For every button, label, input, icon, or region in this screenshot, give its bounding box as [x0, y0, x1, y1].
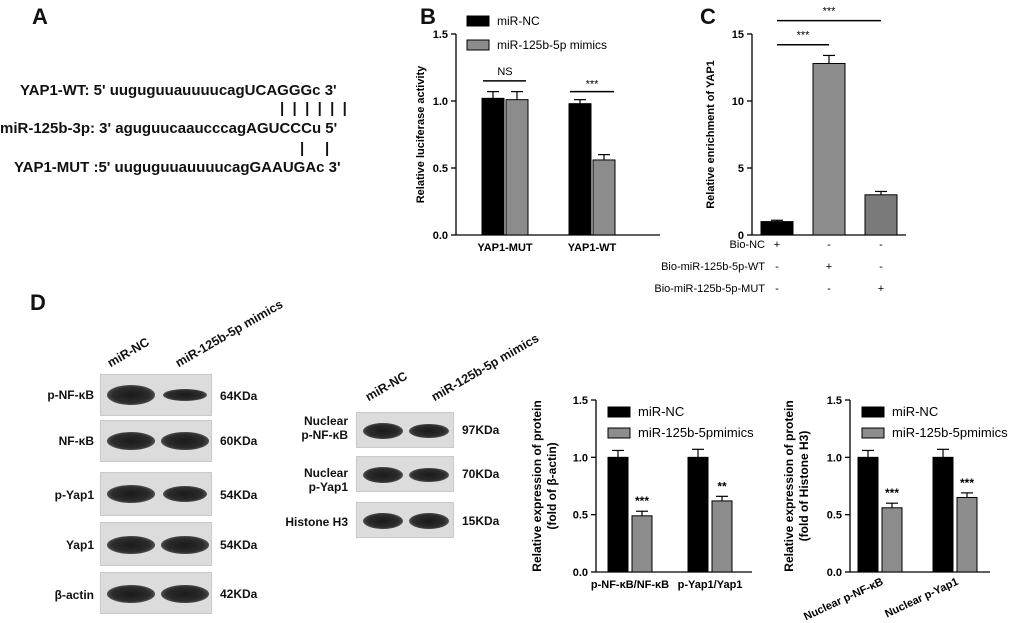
legend-label: miR-125b-5pmimics [638, 425, 754, 440]
y-axis-label: Relative enrichment of YAP1 [705, 60, 717, 209]
legend-swatch [466, 15, 490, 27]
condition-row-label: Bio-miR-125b-5p-MUT [654, 283, 765, 295]
bar [760, 221, 794, 236]
bar [932, 456, 954, 573]
bar [864, 194, 898, 236]
significance-label: *** [823, 6, 837, 18]
condition-mark: + [774, 239, 780, 251]
legend-label: miR-NC [497, 14, 540, 28]
y-tick-label: 1.0 [573, 452, 588, 464]
legend-label: miR-125b-5p mimics [497, 38, 607, 52]
y-tick-label: 0.5 [827, 510, 842, 522]
x-tick-label: p-Yap1/Yap1 [678, 579, 743, 591]
mir-125b-3p-sequence: miR-125b-3p: 3' aguguucaaucccagAGUCCCu 5… [0, 120, 338, 137]
significance-label: NS [497, 66, 512, 78]
condition-mark: - [827, 239, 831, 251]
x-tick-label: Nuclear p-NF-κB [802, 576, 885, 623]
y-axis-label: Relative expression of protein [782, 400, 796, 571]
y-tick-label: 0.0 [573, 567, 588, 579]
legend-swatch [607, 406, 631, 418]
bar [631, 515, 653, 573]
bar [956, 496, 978, 573]
bar [592, 159, 616, 236]
y-tick-label: 0 [738, 230, 744, 242]
chart-d1: 0.0 0.5 1.0 1.5 *** p-NF-κB/NF-κB ** p-Yap1/Yap… [530, 395, 754, 591]
y-tick-label: 10 [732, 96, 744, 108]
condition-mark: - [879, 239, 883, 251]
y-axis-label-2: (fold of β-actin) [545, 442, 559, 529]
y-tick-label: 1.0 [433, 96, 448, 108]
panel-label-c: C [700, 4, 716, 29]
significance-label: *** [797, 30, 811, 42]
yap1-wt-sequence: YAP1-WT: 5' uuguguuauuuucagUCAGGGc 3' [20, 82, 337, 99]
y-tick-label: 0.5 [573, 510, 588, 522]
y-axis-label: Relative luciferase activity [415, 65, 427, 203]
y-axis-label: Relative expression of protein [530, 400, 544, 571]
bar [505, 99, 529, 236]
chart-c: 0 5 10 15 Relative enrichment of YAP1 *** *** B… [654, 6, 906, 295]
significance-label: *** [960, 476, 974, 490]
legend-swatch [861, 406, 885, 418]
significance-label: ** [717, 479, 727, 493]
condition-mark: - [775, 261, 779, 273]
bar [568, 103, 592, 236]
legend-swatch [466, 39, 490, 51]
panel-label-d: D [30, 290, 46, 315]
y-tick-label: 15 [732, 29, 744, 41]
legend-swatch [607, 427, 631, 439]
y-tick-label: 5 [738, 163, 744, 175]
y-tick-label: 1.5 [827, 395, 842, 407]
y-axis-label-2: (fold of Histone H3) [797, 431, 811, 542]
mut-pairing-marks: | | [300, 140, 330, 157]
legend-label: miR-NC [638, 404, 684, 419]
y-tick-label: 1.0 [827, 452, 842, 464]
panel-label-a: A [32, 4, 48, 29]
condition-row-label: Bio-miR-125b-5p-WT [661, 261, 765, 273]
condition-mark: - [775, 283, 779, 295]
condition-mark: + [878, 283, 884, 295]
panel-label-b: B [420, 4, 436, 29]
bar [881, 507, 903, 573]
bar [857, 456, 879, 573]
legend-label: miR-NC [892, 404, 938, 419]
y-tick-label: 1.5 [573, 395, 588, 407]
bar [481, 97, 505, 236]
condition-mark: + [826, 261, 832, 273]
wt-pairing-marks: | | | | | | [280, 100, 347, 117]
y-tick-label: 0.0 [433, 230, 448, 242]
chart-b: 0.0 0.5 1.0 1.5 YAP1-MUT YAP1-WT Relative luci… [415, 14, 660, 254]
condition-mark: - [879, 261, 883, 273]
x-tick-label: p-NF-κB/NF-κB [591, 579, 669, 591]
condition-row-label: Bio-NC [730, 239, 766, 251]
x-tick-label: YAP1-WT [568, 242, 617, 254]
bar [812, 62, 846, 236]
bar [607, 456, 629, 573]
y-tick-label: 1.5 [433, 29, 448, 41]
significance-label: *** [635, 494, 649, 508]
yap1-mut-sequence: YAP1-MUT :5' uuguguuauuuucagGAAUGAc 3' [14, 159, 341, 176]
y-tick-label: 0.0 [827, 567, 842, 579]
bar [687, 456, 709, 573]
condition-mark: - [827, 283, 831, 295]
significance-label: *** [885, 486, 899, 500]
x-tick-label: Nuclear p-Yap1 [883, 576, 960, 620]
chart-d2: 0.0 0.5 1.0 1.5 *** Nuclear p-NF-κB *** Nuclear… [782, 395, 1008, 623]
significance-label: *** [586, 79, 600, 91]
bar [711, 500, 733, 573]
y-tick-label: 0.5 [433, 163, 448, 175]
legend-swatch [861, 427, 885, 439]
x-tick-label: YAP1-MUT [477, 242, 532, 254]
legend-label: miR-125b-5pmimics [892, 425, 1008, 440]
